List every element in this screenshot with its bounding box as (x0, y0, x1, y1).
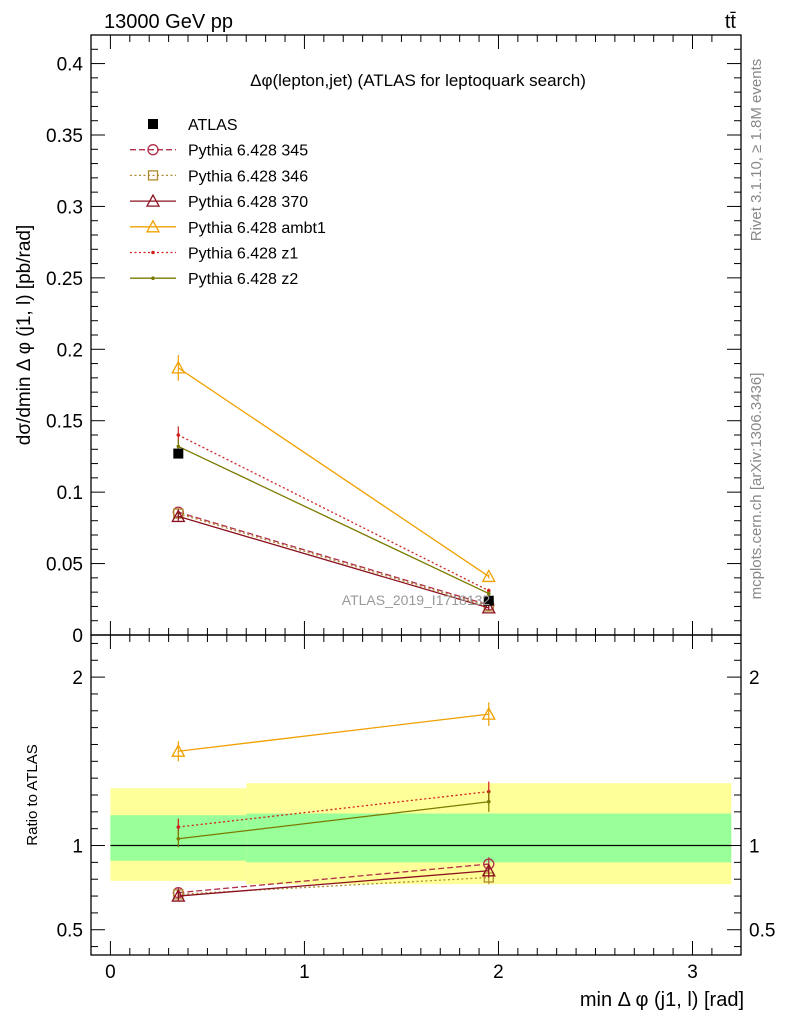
mcplots-label: mcplots.cern.ch [arXiv:1306.3436] (748, 373, 765, 600)
main-marker-2-1 (481, 600, 496, 614)
ratio-marker-4-0 (176, 825, 181, 829)
chart-title: Δφ(lepton,jet) (ATLAS for leptoquark sea… (250, 71, 586, 90)
ratio-series-2 (171, 863, 496, 902)
atlas-data-point-0 (173, 448, 184, 459)
main-marker-3-1 (481, 569, 496, 583)
main-y-tick-label-6: 0.3 (57, 197, 83, 218)
ratio-y-tick-label-right-1: 1 (749, 837, 760, 858)
main-series-line-4 (178, 434, 490, 592)
main-y-tick-label-3: 0.15 (46, 412, 83, 433)
main-series-3 (171, 355, 496, 583)
legend-item-4: Pythia 6.428 ambt1 (130, 219, 326, 237)
legend-item-3: Pythia 6.428 370 (130, 193, 308, 211)
analysis-watermark: ATLAS_2019_I1718132 (342, 592, 491, 608)
x-tick-label-1: 1 (299, 962, 310, 983)
ratio-marker-2-1 (481, 863, 496, 877)
main-marker-5-1 (486, 591, 491, 596)
main-series-line-3 (177, 367, 490, 577)
main-series-2 (171, 509, 496, 614)
legend-marker-6 (151, 276, 155, 281)
ratio-marker-3-1 (481, 706, 496, 720)
legend-item-5: Pythia 6.428 z1 (130, 246, 298, 263)
uncertainty-band-inner-1 (246, 813, 732, 863)
main-y-tick-label-0: 0 (72, 626, 83, 647)
main-plot-area (91, 35, 741, 635)
main-y-tick-label-1: 0.05 (46, 555, 83, 576)
main-series-line-2 (178, 515, 489, 609)
main-marker-3-0 (171, 360, 186, 374)
ratio-y-tick-label-right-0: 0.5 (749, 921, 775, 942)
legend-marker-5 (151, 250, 155, 255)
ratio-panel (91, 635, 741, 955)
ratio-y-tick-label-1: 1 (72, 837, 83, 858)
ratio-series-line-0 (178, 863, 489, 894)
legend-item-0: ATLAS (148, 117, 238, 134)
legend-marker-4 (145, 219, 161, 233)
main-y-tick-label-2: 0.1 (57, 483, 83, 504)
main-marker-5-0 (176, 444, 181, 449)
legend-label-1: Pythia 6.428 345 (188, 143, 308, 160)
legend-label-4: Pythia 6.428 ambt1 (188, 220, 326, 237)
ratio-y-tick-label-right-2: 2 (749, 668, 760, 689)
legend-label-6: Pythia 6.428 z2 (188, 271, 298, 288)
rivet-version-label: Rivet 3.1.10, ≥ 1.8M events (748, 59, 765, 242)
main-y-axis-label: dσ/dmin Δ φ (j1, l) [pb/rad] (14, 225, 35, 446)
energy-label: 13000 GeV pp (104, 11, 233, 33)
main-marker-4-0 (176, 433, 181, 437)
ratio-series-line-3 (178, 713, 489, 752)
legend-data-marker (148, 119, 158, 129)
main-series-line-5 (178, 445, 490, 595)
ratio-series-line-5 (178, 801, 489, 840)
ratio-y-axis-label: Ratio to ATLAS (24, 744, 41, 845)
legend-label-5: Pythia 6.428 z1 (188, 246, 298, 263)
main-panel (91, 35, 741, 635)
main-marker-2-0 (171, 509, 186, 523)
ratio-marker-5-0 (176, 836, 181, 841)
main-series-line-0 (178, 511, 489, 606)
ratio-y-tick-label-0: 0.5 (57, 921, 83, 942)
legend-marker-1 (147, 144, 159, 156)
ratio-y-tick-label-2: 2 (72, 668, 83, 689)
atlas-data-point-1 (483, 595, 494, 606)
process-label: tt̄ (725, 11, 737, 33)
ratio-series-5 (176, 791, 491, 848)
ratio-marker-2-0 (171, 888, 186, 902)
ratio-series-line-2 (178, 870, 489, 897)
main-y-tick-label-4: 0.2 (57, 340, 83, 361)
ratio-marker-5-1 (486, 799, 491, 804)
legend-label-0: ATLAS (188, 117, 238, 134)
x-tick-label-0: 0 (105, 962, 116, 983)
main-series-line-1 (178, 512, 489, 608)
chart-axes: 0 0.05 0.1 0.15 0.2 0.25 0.3 0.35 0.4 0.5 0.5 1 1 2 2 0… (46, 34, 775, 983)
legend-label-3: Pythia 6.428 370 (188, 194, 308, 211)
legend: ATLAS Pythia 6.428 345 Pythia 6.428 346 Pyt… (130, 117, 326, 288)
main-y-tick-label-5: 0.25 (46, 269, 83, 290)
x-axis-label: min Δ φ (j1, l) [rad] (580, 989, 744, 1011)
legend-marker-3 (145, 193, 161, 207)
legend-item-1: Pythia 6.428 345 (130, 143, 308, 160)
ratio-marker-3-0 (171, 743, 186, 757)
legend-marker-2 (147, 170, 159, 181)
legend-item-6: Pythia 6.428 z2 (130, 271, 298, 288)
x-tick-label-3: 3 (687, 962, 698, 983)
x-tick-label-2: 2 (493, 962, 504, 983)
main-y-tick-label-8: 0.4 (57, 55, 84, 76)
main-marker-4-1 (486, 588, 491, 593)
chart-marks (171, 355, 496, 902)
main-y-tick-label-7: 0.35 (46, 126, 83, 147)
legend-item-2: Pythia 6.428 346 (130, 168, 308, 185)
ratio-series-3 (171, 702, 496, 762)
legend-label-2: Pythia 6.428 346 (188, 168, 308, 185)
